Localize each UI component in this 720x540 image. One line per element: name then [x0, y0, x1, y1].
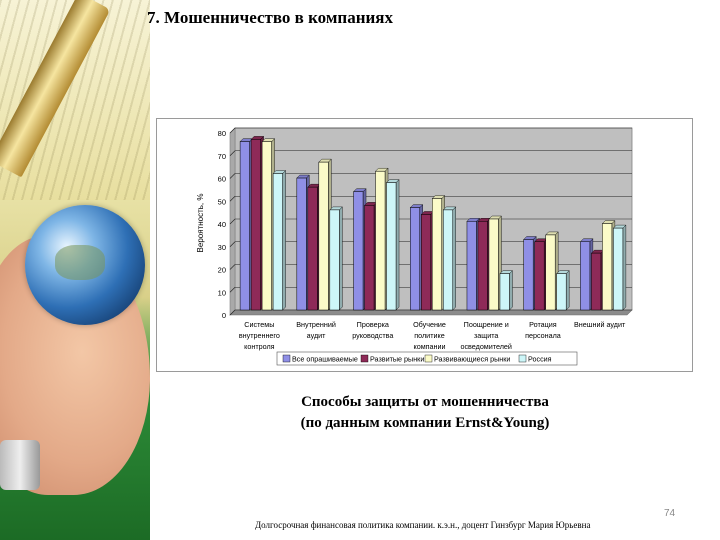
- bar: [375, 170, 386, 311]
- plot-floor: [229, 309, 633, 316]
- bar: [580, 241, 591, 311]
- chart-caption: Способы защиты от мошенничества (по данн…: [250, 392, 600, 434]
- bar: [545, 234, 556, 311]
- y-tick-label: 70: [218, 152, 226, 161]
- caption-line-2: (по данным компании Ernst&Young): [300, 415, 550, 431]
- caption-line-1: Способы защиты от мошенничества: [301, 394, 549, 410]
- gridline-side: [229, 173, 236, 179]
- x-category-label: внутреннего: [239, 331, 280, 340]
- bar-side: [282, 170, 286, 311]
- slide-title: 7. Мошенничество в компаниях: [147, 8, 393, 27]
- x-category-label: Системы: [244, 320, 274, 329]
- legend-label: Россия: [528, 355, 552, 364]
- gridline-side: [229, 196, 236, 202]
- decorative-side-image: [0, 0, 150, 540]
- bar: [523, 239, 534, 311]
- bar: [499, 273, 510, 311]
- gridline-side: [229, 218, 236, 225]
- gridline-side: [229, 287, 236, 293]
- legend-label: Развитые рынки: [370, 355, 424, 364]
- bar-side: [622, 224, 627, 311]
- bar: [602, 223, 613, 311]
- y-tick-label: 30: [218, 243, 226, 252]
- bar: [488, 218, 499, 311]
- bar-chart: 0 10 20 30 40 50 60 70 80 Вероятность, % Системы вн…: [196, 127, 633, 366]
- bar-side: [509, 270, 513, 311]
- chart-frame: 0 10 20 30 40 50 60 70 80 Вероятность, % Системы вн…: [156, 118, 693, 372]
- bar: [261, 141, 272, 311]
- bar: [386, 182, 397, 311]
- y-tick-label: 20: [218, 266, 226, 275]
- bar: [432, 198, 442, 311]
- bar: [556, 273, 567, 311]
- bar-side: [452, 206, 456, 311]
- bar: [318, 161, 329, 311]
- x-category-label: аудит: [307, 331, 326, 340]
- slide-footer: Долгосрочная финансовая политика компани…: [255, 520, 591, 530]
- legend-swatch: [518, 354, 527, 363]
- legend-swatch: [360, 354, 369, 363]
- bar: [329, 209, 340, 311]
- bar-side: [565, 270, 570, 311]
- bar: [307, 186, 318, 311]
- x-category-label: политике: [414, 331, 444, 340]
- x-category-label: Внешний аудит: [574, 320, 626, 329]
- gridline-side: [229, 241, 236, 247]
- bar: [364, 205, 375, 311]
- y-tick-label: 10: [218, 288, 226, 297]
- y-tick-label: 0: [222, 311, 226, 320]
- y-tick-label: 80: [218, 129, 226, 138]
- bar: [250, 139, 261, 311]
- legend-swatch: [424, 354, 433, 363]
- bar: [466, 221, 477, 311]
- bar: [421, 214, 431, 311]
- wristwatch-illustration: [0, 440, 40, 490]
- bar: [477, 221, 488, 311]
- y-tick-label: 40: [218, 220, 226, 229]
- legend-label: Развивающиеся рынки: [434, 355, 510, 364]
- page-number: 74: [664, 508, 676, 519]
- y-axis-label: Вероятность, %: [196, 194, 205, 253]
- bar: [272, 173, 283, 311]
- x-category-label: осведомителей: [460, 342, 512, 351]
- gridline-side: [229, 309, 236, 316]
- y-tick-label: 50: [218, 197, 226, 206]
- x-category-label: Проверка: [357, 320, 389, 329]
- bar-side: [339, 206, 343, 311]
- gridline-side: [229, 150, 236, 156]
- bar: [534, 241, 545, 311]
- globe-illustration: [25, 205, 145, 325]
- x-category-label: руководства: [352, 331, 393, 340]
- x-category-label: Поощрение и: [464, 320, 509, 329]
- x-category-label: защита: [474, 331, 498, 340]
- bar: [443, 209, 453, 311]
- gridline-side: [229, 264, 236, 270]
- x-category-label: Внутренний: [296, 320, 336, 329]
- x-category-label: персонала: [525, 331, 561, 340]
- legend-swatch: [282, 354, 291, 363]
- x-category-label: контроля: [244, 342, 275, 351]
- x-category-label: Ротация: [529, 320, 557, 329]
- bar: [353, 191, 364, 311]
- bar: [613, 227, 624, 311]
- y-tick-label: 60: [218, 175, 226, 184]
- x-category-label: Обучение: [413, 320, 446, 329]
- x-category-label: компании: [413, 342, 445, 351]
- bar-side: [395, 179, 400, 311]
- bar: [591, 252, 602, 311]
- bar: [410, 207, 420, 311]
- gridline-side: [229, 127, 236, 134]
- bar: [296, 177, 307, 311]
- bar: [239, 141, 250, 311]
- legend-label: Все опрашиваемые: [292, 355, 358, 364]
